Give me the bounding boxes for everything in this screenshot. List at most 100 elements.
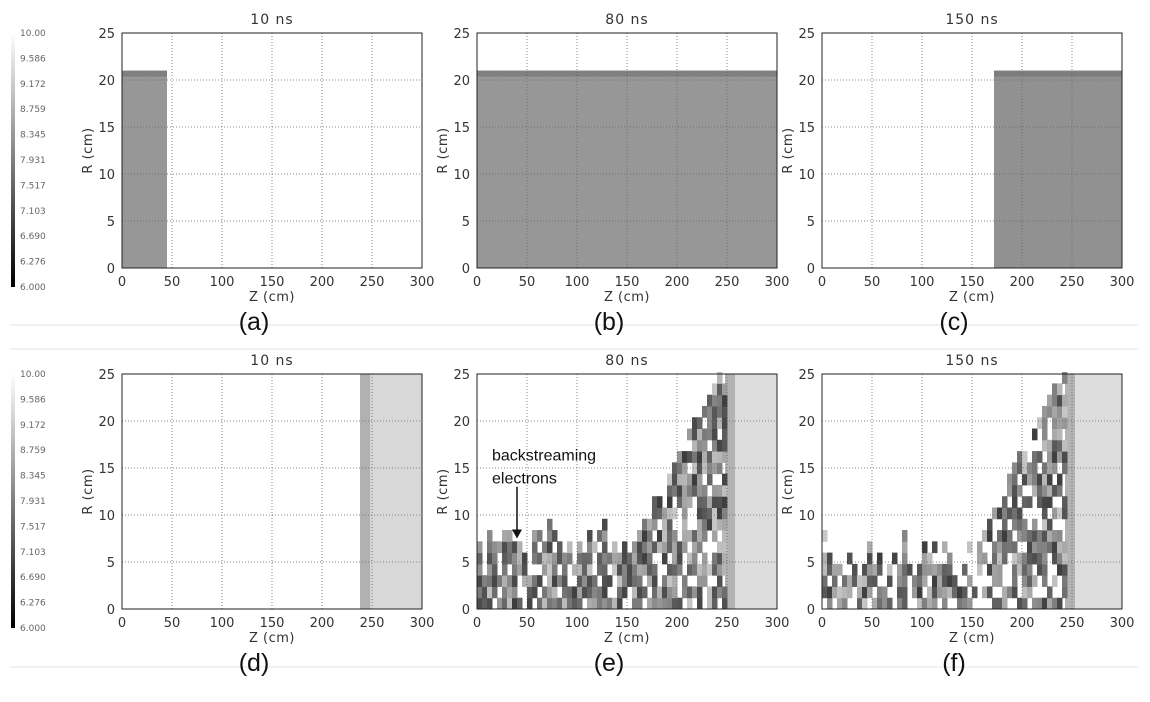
electron-cell [682,530,688,542]
electron-cell [1017,518,1023,531]
electron-cell [507,530,513,542]
electron-cell [992,563,998,576]
electron-cell [582,552,588,565]
electron-cell [822,552,828,565]
electron-cell [872,597,878,610]
x-tick-label: 200 [310,616,335,631]
electron-cell [672,507,678,520]
electron-cell [577,541,583,554]
density-region [360,374,422,609]
y-tick-label: 0 [107,603,115,618]
electron-cell [717,484,723,497]
electron-cell [592,541,598,554]
electron-cell [822,530,828,542]
electron-cell [557,541,563,554]
electron-cell [917,586,923,599]
electron-cell [902,597,908,610]
electron-cell [612,552,618,565]
electron-cell [492,575,498,587]
electron-cell [1037,530,1043,542]
electron-cell [1022,473,1028,486]
electron-cell [517,563,523,576]
electron-cell [997,597,1003,610]
plot-frame [476,32,778,269]
x-tick-label: 150 [260,275,285,290]
panel-title: 150 ns [945,12,998,28]
x-tick-label: 300 [765,616,790,631]
electron-cell [827,552,833,565]
electron-cell [562,597,568,610]
colorbar-tick-label: 8.345 [20,131,46,141]
electron-cell [477,586,483,599]
electron-cell [697,530,703,542]
electron-cell [932,586,938,599]
electron-cell [1062,405,1068,418]
electron-cell [972,586,978,599]
y-axis-label: R (cm) [781,127,796,173]
electron-cell [697,417,703,430]
colorbar: 10.00 9.586 9.172 8.759 8.345 7.931 7.517 7.103… [11,29,46,293]
electron-cell [882,597,888,610]
electron-cell [1002,552,1008,565]
electron-cell [562,552,568,565]
electron-cell [507,586,513,599]
colorbar-tick-label: 10.00 [20,29,46,39]
electron-cell [897,597,903,610]
colorbar-tick-label: 7.931 [20,497,46,507]
electron-cell [622,575,628,587]
colorbar-tick-label: 7.517 [20,522,46,532]
electron-cell [527,575,533,587]
x-tick-label: 100 [210,616,235,631]
electron-cell [1012,484,1018,497]
panel-label: (c) [939,308,968,336]
electron-cell [997,563,1003,576]
y-tick-label: 15 [798,121,815,136]
electron-cell [1027,575,1033,587]
electron-cell [962,586,968,599]
plot-frame [821,373,1123,610]
electron-cell [532,575,538,587]
electron-cell [697,439,703,452]
y-axis-label: R (cm) [81,468,96,514]
electron-cell [1012,496,1018,508]
electron-cell [1057,439,1063,452]
electron-cell [487,552,493,565]
electron-cell [1017,597,1023,610]
electron-cell [592,597,598,610]
electron-cell [722,507,728,520]
electron-cell [1002,541,1008,554]
electron-cell [1042,530,1048,542]
electron-cell [547,597,553,610]
electron-cell [1047,484,1053,497]
electron-cell [557,552,563,565]
electron-cell [567,586,573,599]
electron-cell [687,597,693,610]
electron-cell [657,496,663,508]
electron-cell [587,552,593,565]
y-tick-label: 5 [807,556,815,571]
electron-cell [702,563,708,576]
electron-cell [617,563,623,576]
electron-cell [1057,417,1063,430]
electron-cell [1022,496,1028,508]
electron-cell [822,575,828,587]
electron-cell [992,541,998,554]
electron-cell [1027,541,1033,554]
colorbar: 10.00 9.586 9.172 8.759 8.345 7.931 7.517 7.103… [11,370,46,634]
electron-cell [1052,597,1058,610]
electron-cell [1052,462,1058,475]
electron-cell [892,552,898,565]
electron-cell [677,473,683,486]
y-tick-label: 15 [798,462,815,477]
electron-cell [1022,586,1028,599]
electron-cell [1057,484,1063,497]
x-tick-label: 250 [1060,616,1085,631]
y-tick-label: 10 [798,509,815,524]
electron-cell [562,563,568,576]
colorbar-tick-label: 10.00 [20,370,46,380]
electron-cell [1047,473,1053,486]
electron-cell [657,530,663,542]
electron-cell [722,428,728,441]
electron-cell [547,541,553,554]
electron-cell [512,575,518,587]
